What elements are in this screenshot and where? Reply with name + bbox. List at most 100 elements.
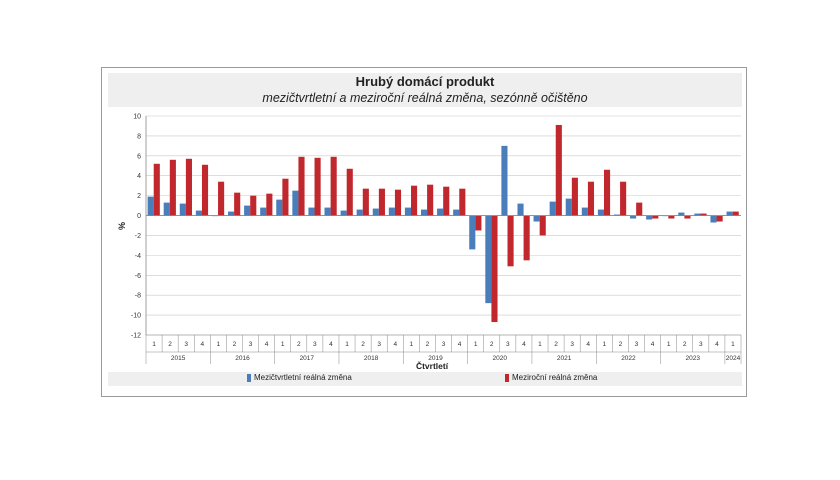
bar-yoy: [314, 157, 321, 216]
bar-qoq: [179, 203, 186, 216]
x-tick-label: 1: [281, 341, 285, 348]
x-tick-label: 2: [490, 341, 494, 348]
legend-item-yoy: Meziroční reálná změna: [505, 373, 597, 382]
bar-yoy: [507, 215, 514, 267]
grid-lines: [146, 115, 741, 336]
x-tick-label: 2: [297, 341, 301, 348]
x-tick-label: 2: [683, 341, 687, 348]
year-label: 2016: [235, 355, 250, 362]
bar-yoy: [234, 192, 241, 216]
y-tick-label: -10: [131, 313, 141, 320]
bar-qoq: [437, 208, 444, 216]
x-tick-label: 3: [699, 341, 703, 348]
x-tick-label: 2: [361, 341, 365, 348]
y-tick-label: 4: [137, 173, 141, 180]
x-tick-label: 2: [554, 341, 558, 348]
y-tick-label: -4: [135, 253, 141, 260]
year-label: 2024: [726, 355, 741, 362]
bar-qoq: [276, 199, 283, 216]
bar-qoq: [726, 211, 733, 216]
bar-qoq: [597, 209, 604, 216]
bar-yoy: [169, 159, 176, 216]
bar-yoy: [636, 202, 643, 216]
bar-yoy: [523, 215, 530, 261]
bar-yoy: [218, 181, 225, 216]
bar-yoy: [411, 185, 418, 216]
x-tick-label: 3: [249, 341, 253, 348]
bar-yoy: [153, 163, 160, 216]
bars: [147, 124, 739, 323]
bar-qoq: [372, 208, 379, 216]
axes: [145, 116, 741, 335]
x-axis-categories: 1 2 3 4 1 2 3 4 1 2 3 4 1 2 3 4 1 2 3 4 1 2 3 4 1 2 3 4 1 2 3 4 1 2 3 4 1 201…: [145, 334, 742, 364]
year-label: 2015: [171, 355, 186, 362]
y-tick-label: 10: [133, 114, 141, 121]
bar-qoq: [420, 209, 428, 216]
y-tick-label: -6: [135, 273, 141, 280]
x-tick-label: 3: [442, 341, 446, 348]
bar-yoy: [250, 195, 257, 216]
legend-item-qoq: Mezičtvrtletní reálná změna: [247, 373, 352, 382]
bar-qoq: [549, 201, 556, 216]
bar-qoq: [163, 202, 170, 216]
y-tick-label: -2: [135, 233, 141, 240]
bar-qoq: [308, 207, 315, 216]
x-tick-label: 3: [313, 341, 317, 348]
bar-qoq: [630, 215, 637, 219]
bar-yoy: [555, 124, 562, 216]
bar-qoq: [453, 209, 460, 216]
bar-yoy: [684, 215, 691, 219]
legend-swatch-qoq: [247, 373, 251, 382]
y-tick-label: -8: [135, 293, 141, 300]
bar-yoy: [427, 184, 434, 216]
x-tick-label: 4: [522, 341, 526, 348]
year-label: 2019: [428, 355, 443, 362]
year-label: 2018: [364, 355, 379, 362]
chart-subtitle: mezičtvrtletní a meziroční reálná změna,…: [262, 91, 588, 105]
bar-qoq: [356, 209, 363, 216]
x-tick-label: 2: [619, 341, 623, 348]
x-tick-label: 3: [506, 341, 510, 348]
year-label: 2020: [493, 355, 508, 362]
bar-yoy: [443, 186, 450, 216]
bar-qoq: [678, 212, 685, 216]
bar-qoq: [469, 215, 476, 250]
y-tick-label: 6: [137, 153, 141, 160]
bar-qoq: [292, 190, 299, 216]
bar-yoy: [459, 188, 466, 216]
x-axis-label: Čtvrtletí: [416, 360, 449, 371]
bar-yoy: [716, 215, 723, 222]
x-tick-label: 3: [377, 341, 381, 348]
bar-yoy: [266, 193, 273, 216]
bar-qoq: [388, 207, 395, 216]
x-tick-label: 3: [570, 341, 574, 348]
legend-band: [108, 372, 742, 386]
bar-yoy: [346, 168, 353, 216]
chart-frame: [101, 67, 747, 397]
x-tick-label: 1: [474, 341, 478, 348]
bar-qoq: [340, 210, 347, 216]
bar-qoq: [581, 207, 588, 216]
x-tick-label: 4: [651, 341, 655, 348]
legend-swatch-yoy: [505, 373, 509, 382]
x-tick-label: 4: [329, 341, 333, 348]
year-label: 2017: [300, 355, 315, 362]
x-tick-label: 3: [635, 341, 639, 348]
legend-label-qoq: Mezičtvrtletní reálná změna: [254, 373, 352, 382]
bar-yoy: [394, 189, 402, 216]
title-band: [108, 73, 742, 107]
x-tick-label: 1: [217, 341, 221, 348]
y-tick-label: 0: [137, 213, 141, 220]
bar-yoy: [282, 178, 289, 216]
y-tick-label: 8: [137, 133, 141, 140]
x-tick-label: 1: [602, 341, 606, 348]
y-tick-label: -12: [131, 333, 141, 340]
bar-yoy: [362, 188, 369, 216]
x-tick-label: 4: [393, 341, 397, 348]
y-axis-label: %: [117, 222, 127, 230]
bar-yoy: [620, 181, 627, 216]
bar-qoq: [244, 205, 251, 216]
bar-qoq: [195, 210, 202, 216]
x-tick-label: 1: [538, 341, 542, 348]
